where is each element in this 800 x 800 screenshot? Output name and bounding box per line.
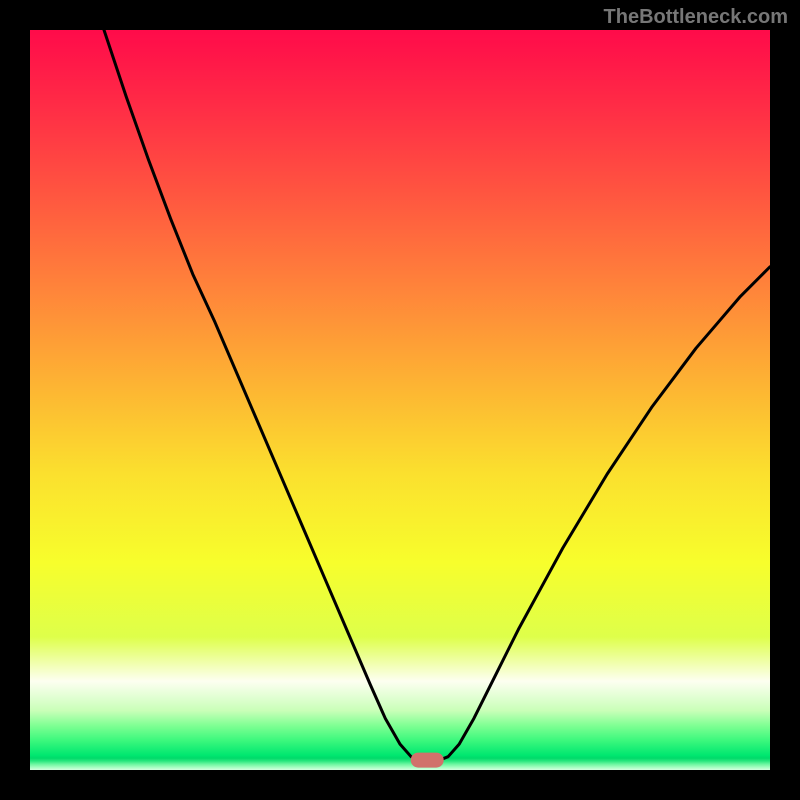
chart-container: TheBottleneck.com — [0, 0, 800, 800]
optimum-marker — [411, 753, 444, 768]
watermark-text: TheBottleneck.com — [604, 6, 788, 29]
plot-frame — [0, 0, 800, 800]
plot-area — [30, 30, 770, 770]
bottleneck-curve — [30, 30, 770, 770]
